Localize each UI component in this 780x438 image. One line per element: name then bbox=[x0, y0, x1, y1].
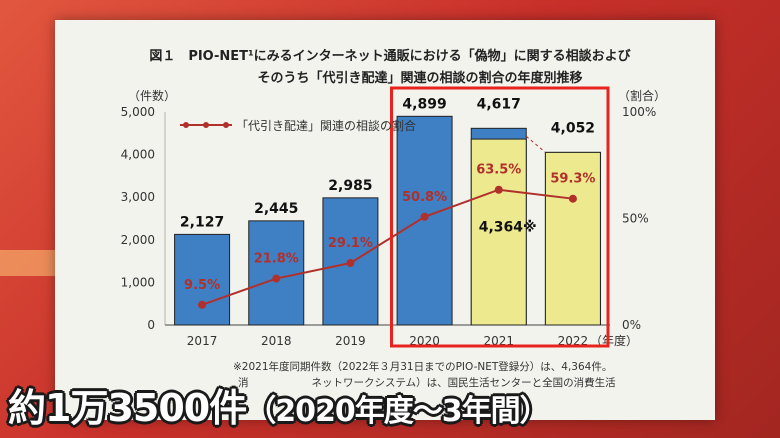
line-point bbox=[568, 194, 577, 203]
bar bbox=[174, 233, 231, 326]
bar-yellow bbox=[470, 138, 527, 326]
bar-value-label: 2,445 bbox=[254, 201, 298, 217]
x-axis-unit: （年度） bbox=[590, 333, 638, 348]
bar-value-label: 4,617 bbox=[477, 96, 521, 112]
legend-marker bbox=[203, 122, 209, 128]
x-tick-label: 2018 bbox=[261, 334, 292, 348]
highlight-box bbox=[390, 86, 610, 348]
percent-label: 9.5% bbox=[184, 278, 220, 293]
line-point bbox=[198, 300, 207, 309]
line-point bbox=[272, 274, 281, 283]
y-tick-label-right: 100% bbox=[622, 105, 656, 119]
line-point bbox=[494, 185, 503, 194]
x-tick-label: 2017 bbox=[187, 334, 218, 348]
chart-note: ※2021年度同期件数（2022年３月31日までのPIO-NET登録分）は、4,… bbox=[233, 360, 612, 373]
bar-value-label: 4,052 bbox=[551, 120, 595, 136]
chart-title-line-2: そのうち「代引き配達」関連の相談の割合の年度別推移 bbox=[257, 70, 582, 86]
bar-value-label: 2,985 bbox=[328, 178, 372, 194]
y-tick-label-left: 2,000 bbox=[121, 233, 155, 247]
bar bbox=[248, 220, 305, 326]
y-tick-label-left: 5,000 bbox=[121, 105, 155, 119]
caption-main: 約1万3500件 bbox=[8, 386, 247, 430]
y-tick-label-right: 50% bbox=[622, 212, 649, 226]
y-tick-label-left: 3,000 bbox=[121, 190, 155, 204]
bar-yellow bbox=[544, 151, 601, 326]
caption-overlay: 約1万3500件（2020年度〜3年間） bbox=[8, 377, 772, 432]
line-series bbox=[201, 188, 574, 306]
percent-label: 21.8% bbox=[254, 252, 299, 267]
percent-label: 50.8% bbox=[402, 190, 447, 205]
footnote-fragment: 消 ネットワークシステム）は、国民生活センターと全国の消費生活 bbox=[238, 376, 616, 389]
x-tick-label: 2019 bbox=[335, 334, 366, 348]
sub-bar-value-label: 4,364※ bbox=[479, 219, 537, 235]
legend: 「代引き配達」関連の相談の割合 bbox=[180, 118, 416, 133]
legend-marker bbox=[183, 122, 189, 128]
right-axis-unit: （割合） bbox=[618, 88, 666, 103]
y-tick-label-left: 0 bbox=[147, 318, 155, 332]
line-point bbox=[346, 259, 355, 268]
percent-label: 63.5% bbox=[476, 163, 521, 178]
y-tick-label-left: 4,000 bbox=[121, 148, 155, 162]
caption-sub: （2020年度〜3年間） bbox=[246, 394, 549, 429]
percent-label: 29.1% bbox=[328, 236, 373, 251]
percent-label: 59.3% bbox=[550, 172, 595, 187]
dashed-connector bbox=[525, 135, 546, 153]
y-tick-label-right: 0% bbox=[622, 318, 641, 332]
y-tick-label-left: 1,000 bbox=[121, 275, 155, 289]
line-point bbox=[420, 212, 429, 221]
bar-value-label: 4,899 bbox=[402, 96, 446, 112]
left-axis-unit: （件数） bbox=[128, 88, 176, 103]
bar-value-label: 2,127 bbox=[180, 214, 224, 230]
legend-marker bbox=[223, 122, 229, 128]
chart-title-line-1: 図１ PIO-NET¹にみるインターネット通販における「偽物」に関する相談および bbox=[149, 48, 631, 64]
legend-label: 「代引き配達」関連の相談の割合 bbox=[236, 118, 416, 133]
